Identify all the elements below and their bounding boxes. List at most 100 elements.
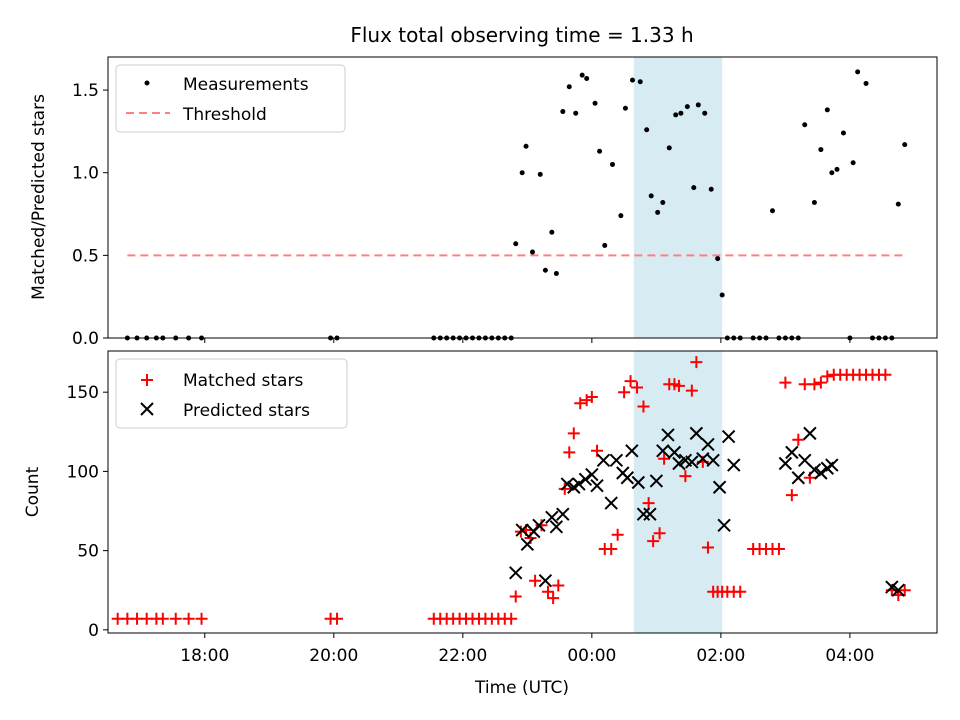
matched-star-point bbox=[879, 368, 892, 381]
predicted-star-point bbox=[578, 472, 593, 487]
matched-star-point bbox=[605, 543, 618, 556]
measurement-point bbox=[824, 107, 830, 113]
predicted-star-point bbox=[667, 445, 682, 460]
predicted-star-point bbox=[509, 566, 523, 580]
predicted-star-point bbox=[712, 480, 727, 494]
predicted-star-point bbox=[685, 455, 699, 469]
measurement-point bbox=[609, 161, 615, 167]
predicted-star-point bbox=[656, 444, 670, 458]
predicted-star-point bbox=[814, 466, 828, 480]
predicted-star-point bbox=[532, 518, 546, 532]
legend-label-threshold: Threshold bbox=[182, 105, 267, 125]
y-tick-label: 0 bbox=[88, 621, 99, 641]
matched-star-point bbox=[563, 446, 576, 459]
top-legend: Measurements Threshold bbox=[115, 64, 346, 133]
measurement-point bbox=[584, 75, 590, 81]
matched-star-point bbox=[631, 381, 644, 394]
measurement-point bbox=[811, 199, 817, 205]
highlight-span bbox=[633, 351, 723, 633]
measurement-point bbox=[597, 148, 603, 154]
top-y-axis-label: Matched/Predicted stars bbox=[29, 94, 49, 300]
predicted-star-point bbox=[549, 520, 564, 534]
top-y-ticks: 0.0 0.5 1.0 1.5 bbox=[72, 81, 108, 349]
measurement-point bbox=[702, 110, 708, 116]
measurement-point bbox=[537, 171, 543, 177]
matched-star-point bbox=[567, 427, 580, 440]
bottom-legend: Matched stars Predicted stars bbox=[115, 358, 348, 429]
predicted-star-point bbox=[631, 475, 646, 490]
matched-star-point bbox=[814, 376, 827, 389]
measurement-point bbox=[863, 80, 869, 86]
measurement-point bbox=[769, 208, 775, 214]
predicted-star-point bbox=[620, 471, 635, 485]
highlight-span bbox=[633, 57, 723, 338]
predicted-star-point bbox=[803, 426, 817, 441]
matched-star-point bbox=[552, 579, 565, 592]
measurement-point bbox=[648, 193, 654, 199]
matched-star-point bbox=[505, 612, 518, 625]
predicted-star-point bbox=[609, 453, 624, 468]
measurement-point bbox=[549, 229, 555, 235]
measurement-point bbox=[644, 127, 650, 133]
matched-star-point bbox=[779, 376, 792, 389]
predicted-star-point bbox=[538, 574, 553, 588]
measurement-point bbox=[519, 170, 525, 176]
legend-marker-measurements bbox=[144, 80, 150, 86]
measurement-point bbox=[829, 170, 835, 176]
y-tick-label: 1.5 bbox=[72, 81, 99, 101]
top-axes-frame bbox=[107, 56, 938, 339]
matched-stars-points bbox=[111, 356, 911, 625]
predicted-star-point bbox=[585, 467, 599, 482]
matched-star-point bbox=[541, 585, 554, 598]
measurement-point bbox=[566, 84, 572, 90]
predicted-star-point bbox=[721, 429, 736, 444]
measurement-point bbox=[529, 249, 535, 255]
chart-title: Flux total observing time = 1.33 h bbox=[350, 23, 693, 47]
matched-star-point bbox=[685, 384, 698, 397]
measurement-point bbox=[802, 122, 808, 128]
measurement-point bbox=[678, 110, 684, 116]
predicted-star-point bbox=[701, 437, 715, 452]
predicted-star-point bbox=[717, 518, 731, 532]
predicted-star-point bbox=[636, 507, 651, 521]
x-tick-label: 00:00 bbox=[567, 646, 616, 666]
matched-star-point bbox=[182, 612, 195, 625]
matched-star-point bbox=[585, 390, 598, 403]
measurement-point bbox=[579, 72, 585, 78]
measurement-point bbox=[673, 112, 679, 118]
measurement-point bbox=[542, 267, 548, 273]
bottom-y-axis-label: Count bbox=[23, 466, 43, 517]
matched-star-point bbox=[792, 433, 805, 446]
matched-star-point bbox=[331, 612, 344, 625]
matched-star-point bbox=[772, 543, 785, 556]
matched-star-point bbox=[658, 452, 671, 465]
measurement-point bbox=[637, 79, 643, 85]
x-axis-label: Time (UTC) bbox=[474, 678, 569, 698]
matched-star-point bbox=[156, 612, 169, 625]
matched-star-point bbox=[611, 528, 624, 541]
x-tick-label: 04:00 bbox=[825, 646, 874, 666]
bottom-x-ticks: 18:00 20:00 22:00 00:00 02:00 04:00 bbox=[180, 633, 874, 666]
measurement-point bbox=[513, 241, 519, 247]
measurement-point bbox=[629, 77, 635, 83]
predicted-star-point bbox=[556, 507, 570, 521]
predicted-star-point bbox=[661, 428, 675, 442]
predicted-star-point bbox=[572, 477, 586, 491]
matched-star-point bbox=[734, 585, 747, 598]
x-tick-label: 22:00 bbox=[438, 646, 487, 666]
predicted-star-point bbox=[560, 477, 575, 491]
matched-star-point bbox=[547, 592, 560, 605]
measurement-point bbox=[523, 143, 529, 149]
bottom-axes-frame bbox=[107, 350, 938, 634]
matched-star-point bbox=[624, 375, 637, 388]
predicted-star-point bbox=[807, 463, 822, 477]
predicted-star-point bbox=[885, 580, 899, 594]
predicted-star-point bbox=[727, 458, 741, 472]
matched-star-point bbox=[785, 489, 798, 502]
predicted-star-point bbox=[891, 583, 905, 597]
ratio-panel: 0.0 0.5 1.0 1.5 Flux total observing time =… bbox=[29, 23, 938, 349]
measurement-point bbox=[560, 109, 566, 115]
x-tick-label: 18:00 bbox=[180, 646, 229, 666]
matched-star-point bbox=[637, 400, 650, 413]
